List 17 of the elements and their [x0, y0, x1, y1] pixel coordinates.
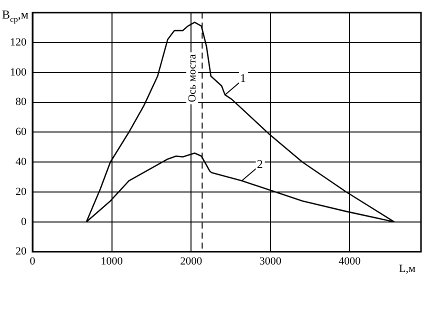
y-tick-label: 60	[16, 126, 27, 138]
y-tick-label: 20	[16, 246, 27, 258]
series-label: 1	[240, 70, 246, 85]
y-tick-label: 0	[21, 216, 27, 228]
x-tick-label: 4000	[338, 255, 362, 268]
x-tick-label: 0	[30, 255, 36, 268]
x-tick-label: 2000	[180, 255, 203, 268]
x-tick-label: 1000	[100, 255, 124, 268]
ref-line-label: Ось моста	[186, 54, 199, 102]
y-tick-label: 120	[10, 36, 27, 48]
y-tick-label: 100	[10, 66, 27, 78]
y-tick-label: 20	[16, 186, 27, 198]
series-label: 2	[256, 156, 263, 171]
x-axis-title: L,м	[399, 262, 416, 275]
x-tick-label: 3000	[259, 255, 282, 268]
y-tick-label: 40	[16, 156, 27, 168]
y-tick-label: 80	[16, 96, 27, 108]
